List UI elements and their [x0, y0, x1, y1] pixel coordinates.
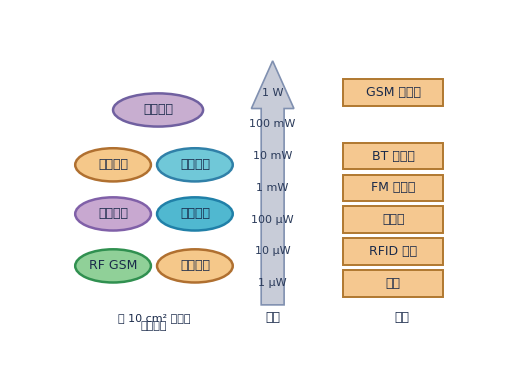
Ellipse shape — [157, 148, 233, 182]
FancyBboxPatch shape — [343, 80, 444, 106]
Text: 产生能量: 产生能量 — [141, 321, 167, 331]
FancyBboxPatch shape — [343, 238, 444, 265]
Text: 腕表: 腕表 — [386, 277, 401, 290]
Text: 人体温度: 人体温度 — [180, 207, 210, 220]
FancyBboxPatch shape — [343, 175, 444, 201]
Text: 人体移动: 人体移动 — [180, 260, 210, 272]
FancyBboxPatch shape — [343, 143, 444, 170]
Text: 室外照明: 室外照明 — [143, 104, 173, 117]
Text: 功率: 功率 — [265, 311, 280, 324]
Text: 工业温度: 工业温度 — [180, 158, 210, 171]
Text: 助听器: 助听器 — [382, 213, 404, 226]
Polygon shape — [251, 61, 294, 305]
Text: 100 mW: 100 mW — [249, 119, 296, 129]
Text: GSM 收发器: GSM 收发器 — [366, 86, 421, 99]
Text: 100 μW: 100 μW — [251, 215, 294, 225]
Text: 10 mW: 10 mW — [253, 151, 293, 161]
Text: 机械运动: 机械运动 — [98, 158, 128, 171]
Text: RF GSM: RF GSM — [89, 260, 137, 272]
Text: 10 μW: 10 μW — [255, 246, 290, 256]
Text: 以 10 cm² 的尺寸: 以 10 cm² 的尺寸 — [118, 313, 190, 323]
Text: BT 收发器: BT 收发器 — [372, 150, 415, 163]
Text: RFID 标签: RFID 标签 — [369, 245, 418, 258]
Text: 1 W: 1 W — [262, 88, 284, 98]
Text: FM 收发器: FM 收发器 — [371, 182, 416, 194]
Ellipse shape — [113, 93, 203, 127]
FancyBboxPatch shape — [343, 270, 444, 297]
Ellipse shape — [157, 249, 233, 282]
FancyBboxPatch shape — [343, 206, 444, 233]
Text: 1 μW: 1 μW — [258, 278, 287, 288]
Text: 室内照明: 室内照明 — [98, 207, 128, 220]
Ellipse shape — [157, 197, 233, 231]
Text: 1 mW: 1 mW — [257, 183, 289, 193]
Ellipse shape — [75, 148, 151, 182]
Ellipse shape — [75, 249, 151, 282]
Text: 应用: 应用 — [394, 311, 409, 324]
Ellipse shape — [75, 197, 151, 231]
